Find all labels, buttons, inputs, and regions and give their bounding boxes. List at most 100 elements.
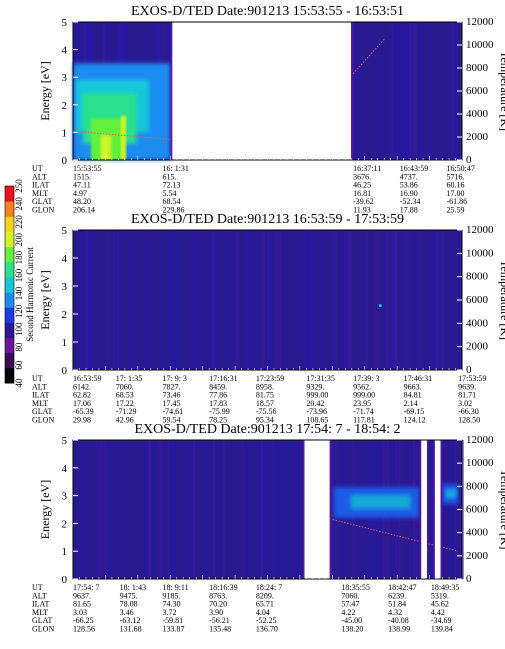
table-cell: 124.12: [404, 416, 426, 425]
table-cell: 135.48: [209, 625, 231, 634]
table-cell: 8763.: [209, 591, 227, 600]
table-cell: 18:16:39: [209, 583, 237, 592]
heatmap-level-yellow: [101, 135, 111, 160]
heatmap-texture: [174, 230, 178, 370]
table-cell: 9637.: [73, 591, 91, 600]
heatmap-texture: [145, 440, 149, 579]
table-cell: 17:16:31: [209, 374, 237, 383]
heatmap-texture: [333, 230, 336, 370]
table-cell: 68.54: [162, 197, 180, 206]
panel-1: EXOS-D/TED Date:901213 15:53:55 - 16:53:…: [32, 4, 505, 215]
heatmap-texture: [147, 230, 151, 370]
y-tick-label: 4: [62, 45, 68, 57]
colorbar-tick-label: 80: [14, 342, 24, 352]
colorbar-swatch: [5, 246, 14, 263]
table-cell: 9185.: [162, 591, 180, 600]
heatmap-texture: [429, 230, 432, 370]
data-gap-edge: [170, 22, 173, 160]
table-cell: 8209.: [256, 591, 274, 600]
table-cell: 17.45: [162, 399, 180, 408]
heatmap-texture: [394, 230, 398, 370]
table-cell: -40.08: [388, 616, 409, 625]
colorbar-label: Second Harmonic Current: [25, 247, 35, 342]
heatmap-texture: [122, 440, 125, 579]
table-cell: 18: 9:11: [162, 583, 188, 592]
row-label: ILAT: [32, 181, 49, 190]
heatmap-texture: [198, 230, 201, 370]
table-cell: -74.61: [162, 407, 183, 416]
y-tick-label: 0: [62, 365, 68, 377]
table-cell: 6142.: [73, 382, 91, 391]
table-cell: 18.57: [256, 399, 274, 408]
heatmap-texture: [364, 230, 368, 370]
heatmap-texture: [81, 440, 85, 579]
y-tick-label: 2: [62, 100, 68, 112]
heatmap-texture: [247, 230, 252, 370]
colorbar-tick-label: 60: [14, 360, 24, 370]
table-cell: 53.86: [400, 181, 418, 190]
y2-tick-label: 2000: [466, 131, 489, 143]
table-cell: 999.00: [306, 391, 328, 400]
table-cell: 16:50:47: [446, 164, 474, 173]
temperature-trace: [329, 518, 459, 552]
y2-tick-label: 0: [466, 573, 472, 585]
heatmap-texture: [441, 230, 445, 370]
colorbar: 40 60 80 100 120 140 160 180 200 220 240 250 Second …: [4, 179, 35, 388]
heatmap-texture: [213, 230, 215, 370]
heatmap-texture: [192, 440, 195, 579]
heatmap-texture: [454, 22, 457, 160]
y2-tick-label: 10000: [466, 457, 494, 469]
colorbar-tick-label: 250: [14, 179, 24, 193]
colorbar-swatch: [5, 292, 14, 308]
heatmap-texture: [348, 230, 352, 370]
table-cell: 3.02: [458, 399, 472, 408]
table-cell: 16: 1:31: [162, 164, 188, 173]
table-cell: 17:31:35: [306, 374, 334, 383]
table-cell: 206.14: [73, 206, 95, 215]
table-cell: 46.25: [353, 181, 371, 190]
heatmap-texture: [304, 230, 307, 370]
table-cell: 73.46: [162, 391, 180, 400]
heatmap-texture: [173, 440, 177, 579]
heatmap-texture: [320, 230, 322, 370]
table-cell: 9329.: [306, 382, 324, 391]
heatmap-texture: [386, 230, 389, 370]
heatmap-texture: [418, 230, 420, 370]
colorbar-swatch: [5, 367, 14, 384]
table-cell: -52.34: [400, 197, 421, 206]
table-cell: 5716.: [446, 172, 464, 181]
heatmap-texture: [81, 230, 84, 370]
heatmap-texture: [276, 440, 279, 579]
colorbar-tick-label: 120: [14, 304, 24, 318]
heatmap-texture: [404, 230, 409, 370]
panel-2: EXOS-D/TED Date:901213 16:53:59 - 17:53:…: [32, 212, 505, 425]
heatmap-texture: [87, 230, 91, 370]
heatmap-texture: [206, 440, 210, 579]
y2-tick-label: 10000: [466, 39, 494, 51]
row-label: UT: [32, 164, 43, 173]
table-cell: 2.14: [404, 399, 418, 408]
y-tick-label: 4: [62, 253, 68, 265]
y-axis-label: Energy [eV]: [38, 270, 52, 329]
table-cell: 45.62: [431, 600, 449, 609]
row-label: GLAT: [32, 407, 53, 416]
table-cell: 3.03: [73, 608, 87, 617]
table-cell: 59.54: [162, 416, 180, 425]
colorbar-swatch: [5, 276, 14, 293]
row-label: GLON: [32, 625, 54, 634]
table-cell: 139.84: [431, 625, 453, 634]
heatmap-texture: [344, 230, 346, 370]
colorbar-swatch: [5, 201, 14, 217]
heatmap-texture: [160, 230, 162, 370]
heatmap-texture: [280, 440, 283, 579]
heatmap-patch: [73, 63, 171, 160]
table-cell: 68.53: [116, 391, 134, 400]
y2-tick-label: 0: [466, 364, 472, 376]
heatmap-texture: [429, 22, 433, 160]
data-gap: [172, 22, 352, 160]
heatmap-band-core: [350, 494, 411, 509]
table-cell: 57.47: [341, 600, 359, 609]
heatmap-texture: [272, 440, 275, 579]
y-tick-label: 2: [62, 309, 68, 321]
